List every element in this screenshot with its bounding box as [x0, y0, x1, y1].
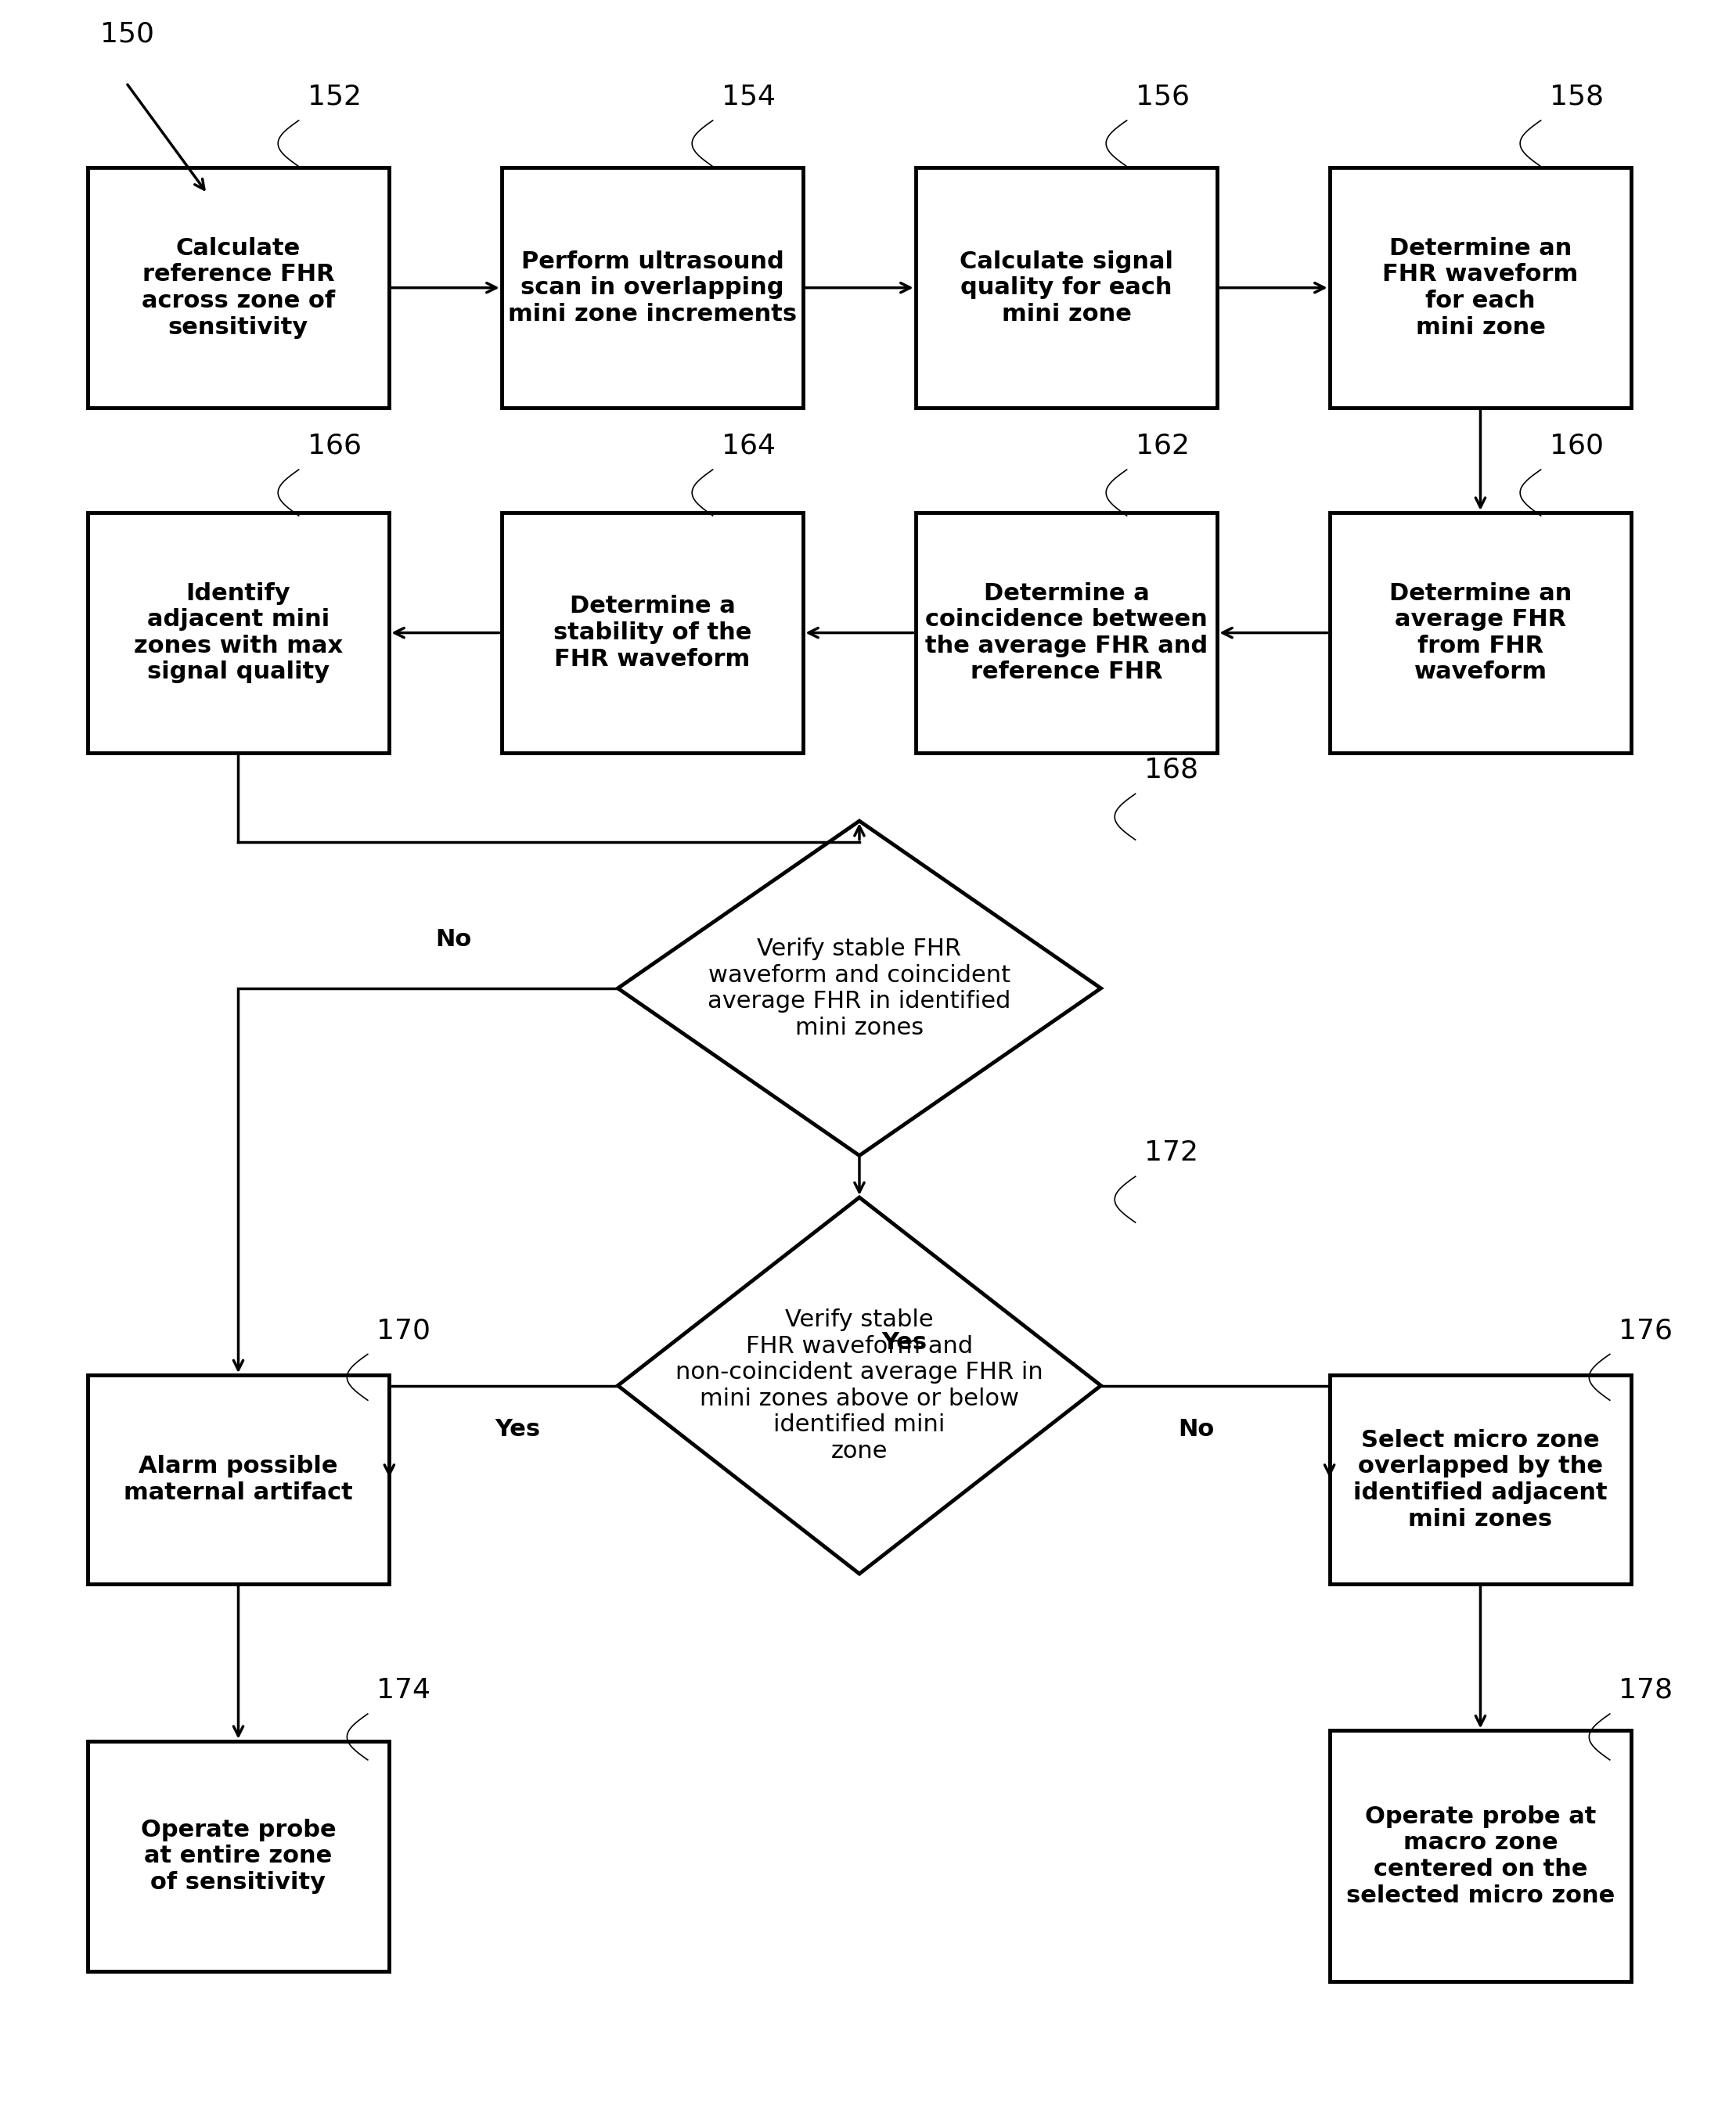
Polygon shape [618, 822, 1101, 1156]
Bar [1330, 513, 1632, 753]
Text: Perform ultrasound
scan in overlapping
mini zone increments: Perform ultrasound scan in overlapping m… [509, 250, 797, 326]
Bar [502, 513, 804, 753]
Polygon shape [618, 1198, 1101, 1574]
Text: Yes: Yes [882, 1331, 927, 1354]
Text: 164: 164 [722, 433, 776, 458]
Text: 150: 150 [101, 21, 155, 46]
Bar [87, 168, 389, 408]
Text: 168: 168 [1144, 757, 1198, 784]
Text: 176: 176 [1618, 1318, 1672, 1343]
Text: Determine a
stability of the
FHR waveform: Determine a stability of the FHR wavefor… [554, 595, 752, 671]
Text: 162: 162 [1135, 433, 1189, 458]
Text: No: No [436, 927, 470, 950]
Text: 156: 156 [1135, 84, 1189, 109]
Text: 166: 166 [307, 433, 361, 458]
Text: Select micro zone
overlapped by the
identified adjacent
mini zones: Select micro zone overlapped by the iden… [1354, 1429, 1608, 1530]
Text: 152: 152 [307, 84, 361, 109]
Text: 160: 160 [1550, 433, 1604, 458]
Text: Operate probe
at entire zone
of sensitivity: Operate probe at entire zone of sensitiv… [141, 1818, 337, 1894]
Text: Verify stable FHR
waveform and coincident
average FHR in identified
mini zones: Verify stable FHR waveform and coinciden… [708, 937, 1010, 1038]
Text: Verify stable
FHR waveform and
non-coincident average FHR in
mini zones above or: Verify stable FHR waveform and non-coinc… [675, 1310, 1043, 1463]
Text: 154: 154 [722, 84, 776, 109]
Text: Determine a
coincidence between
the average FHR and
reference FHR: Determine a coincidence between the aver… [925, 582, 1208, 683]
Bar [87, 1740, 389, 1972]
Bar [1330, 1375, 1632, 1585]
Text: 172: 172 [1144, 1139, 1198, 1167]
Text: 178: 178 [1618, 1677, 1672, 1703]
Text: Operate probe at
macro zone
centered on the
selected micro zone: Operate probe at macro zone centered on … [1345, 1806, 1614, 1907]
Text: Calculate signal
quality for each
mini zone: Calculate signal quality for each mini z… [960, 250, 1174, 326]
Text: 158: 158 [1550, 84, 1604, 109]
Text: 174: 174 [377, 1677, 431, 1703]
Bar [1330, 1730, 1632, 1982]
Text: Calculate
reference FHR
across zone of
sensitivity: Calculate reference FHR across zone of s… [142, 238, 335, 338]
Text: Determine an
average FHR
from FHR
waveform: Determine an average FHR from FHR wavefo… [1389, 582, 1571, 683]
Text: No: No [1179, 1419, 1215, 1440]
Bar [1330, 168, 1632, 408]
Bar [87, 513, 389, 753]
Text: 170: 170 [377, 1318, 431, 1343]
Text: Yes: Yes [495, 1419, 540, 1440]
Bar [915, 513, 1217, 753]
Text: Identify
adjacent mini
zones with max
signal quality: Identify adjacent mini zones with max si… [134, 582, 344, 683]
Text: Determine an
FHR waveform
for each
mini zone: Determine an FHR waveform for each mini … [1382, 238, 1578, 338]
Text: Alarm possible
maternal artifact: Alarm possible maternal artifact [123, 1455, 352, 1505]
Bar [915, 168, 1217, 408]
Bar [502, 168, 804, 408]
Bar [87, 1375, 389, 1585]
